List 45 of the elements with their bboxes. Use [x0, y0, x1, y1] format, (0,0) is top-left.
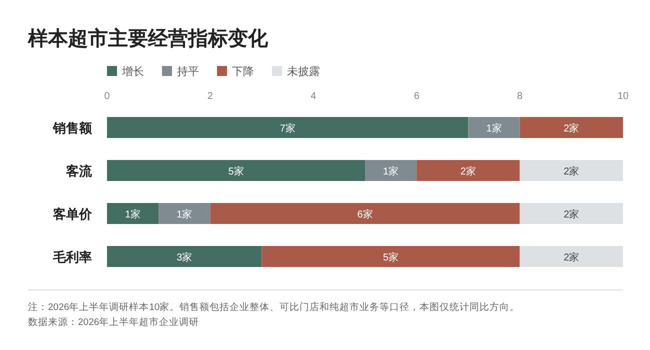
x-tick-label: 4	[310, 91, 317, 102]
y-tick-label: 毛利率	[52, 250, 92, 264]
data-label: 6家	[357, 208, 373, 220]
bar	[468, 117, 520, 138]
data-label: 3家	[176, 252, 192, 264]
bar	[107, 160, 365, 181]
x-tick-label: 2	[207, 91, 214, 102]
text: 注：2026年上半年调研样本10家。销售额包括企业整体、可比门店和纯超市业务等口径，本图仅统计同比方向。	[28, 301, 520, 313]
bar	[416, 160, 520, 181]
y-tick-label: 客流	[65, 164, 93, 178]
y-tick-label: 销售额	[52, 120, 93, 136]
data-label: 1家	[176, 208, 192, 220]
source-note: 数据来源：2026年上半年超市企业调研	[28, 316, 200, 328]
bar	[520, 203, 623, 224]
bar	[520, 160, 623, 181]
bar	[210, 203, 520, 224]
chart-title: 样本超市主要经营指标变化	[27, 27, 269, 50]
bar	[107, 246, 262, 267]
x-tick-label: 10	[617, 91, 629, 102]
data-label: 1家	[383, 166, 399, 178]
data-label: 2家	[564, 208, 580, 220]
x-tick-label: 8	[517, 91, 524, 102]
data-label: 1家	[486, 122, 502, 134]
data-label: 1家	[125, 208, 141, 220]
data-label: 7家	[280, 122, 296, 134]
data-label: 2家	[564, 122, 580, 134]
data-label: 2家	[460, 166, 476, 178]
bar	[158, 203, 210, 224]
legend-label: 下降	[232, 66, 254, 78]
bar	[107, 203, 159, 224]
bar	[365, 160, 417, 181]
bar	[520, 117, 623, 138]
x-tick-label: 0	[104, 91, 110, 102]
data-label: 2家	[564, 252, 580, 264]
data-label: 5家	[383, 252, 399, 264]
legend-label: 增长	[121, 65, 144, 78]
x-tick-label: 6	[414, 91, 420, 102]
legend-label: 未披露	[287, 65, 320, 78]
bar	[262, 246, 520, 267]
data-label: 5家	[228, 166, 244, 178]
data-label: 2家	[564, 166, 580, 178]
legend-label: 持平	[177, 66, 199, 78]
bar	[520, 246, 623, 267]
y-tick-label: 客单价	[52, 206, 93, 222]
bar	[107, 117, 468, 138]
